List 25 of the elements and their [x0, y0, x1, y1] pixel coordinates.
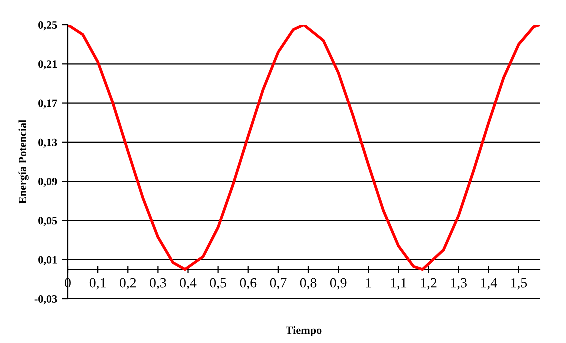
x-tick-label: 1: [366, 278, 372, 288]
y-axis-title: Energía Potencial: [18, 120, 29, 204]
x-axis-title: Tiempo: [286, 326, 322, 336]
x-tick-label: 1,1: [391, 278, 407, 290]
x-tick-label: 0,4: [180, 278, 197, 290]
x-tick-label: 0,1: [90, 278, 106, 290]
x-tick-label: 1,4: [481, 278, 498, 290]
y-tick-label: -0,03: [34, 295, 58, 305]
y-tick-label: 0,09: [38, 178, 58, 188]
x-tick-label: 1,5: [511, 278, 528, 290]
x-tick-label: 0,3: [150, 278, 166, 290]
y-tick-label: 0,05: [38, 217, 58, 226]
x-tick-label: 0,9: [330, 278, 347, 290]
x-tick-label: 0,5: [210, 278, 226, 290]
x-tick-label: 1,3: [451, 278, 467, 290]
y-tick-label: 0,25: [38, 21, 58, 31]
x-tick-label: 0,2: [120, 278, 136, 290]
y-tick-label: 0,01: [38, 256, 58, 266]
x-tick-label: 0,6: [240, 278, 257, 290]
y-tick-label: 0,13: [38, 138, 58, 148]
x-tick-label: 0,8: [300, 278, 317, 290]
y-tick-label: 0,17: [38, 100, 58, 109]
x-tick-label: 1,2: [421, 278, 437, 290]
y-tick-label: 0,21: [38, 60, 58, 70]
x-tick-label: 0,7: [270, 278, 287, 290]
